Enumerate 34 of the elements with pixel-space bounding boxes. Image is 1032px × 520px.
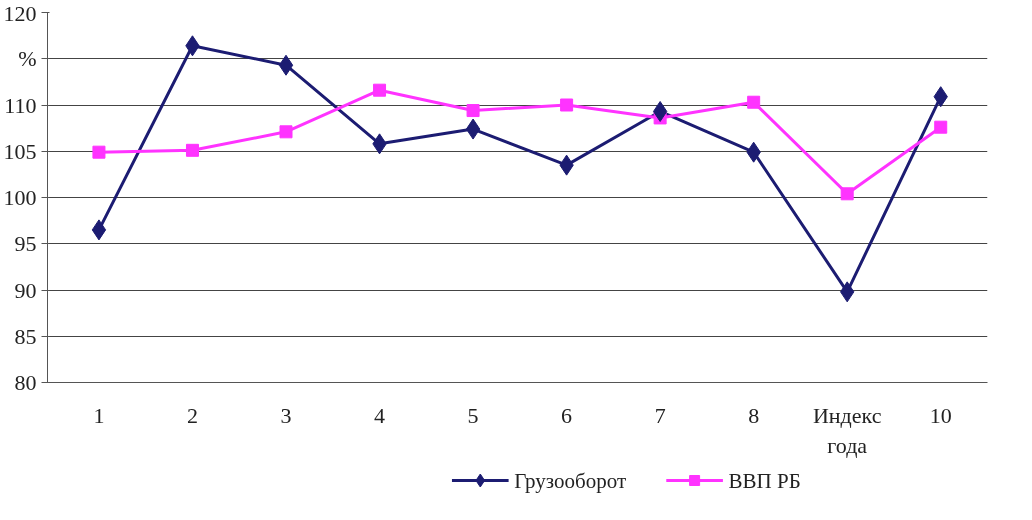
x-tick-label: 4 [374,402,386,428]
point [91,219,107,241]
point [747,95,761,109]
x-tick-label: 5 [467,402,479,428]
y-tick-label: 105 [3,138,37,164]
y-tick-label: 90 [14,277,37,303]
legend-label: Грузооборот [514,468,627,493]
x-tick-label: 7 [654,402,666,428]
y-tick-label: 120 [3,0,37,26]
x-tick-label: 1 [93,402,105,428]
y-tick-label: 95 [14,231,37,257]
y-axis-title: % [18,46,37,72]
point [278,54,294,76]
point [652,100,668,122]
x-tick-label: 10 [929,402,952,428]
legend-label: ВВП РБ [728,468,801,493]
point [373,83,387,97]
x-tick-label: 3 [280,402,292,428]
point [560,98,574,112]
point [185,143,199,157]
x-tick-label: 6 [561,402,573,428]
y-tick-label: 110 [4,92,37,118]
point [840,187,854,201]
point [934,120,948,134]
point [279,125,293,139]
x-axis-title: Индекс года [812,402,882,458]
point [92,145,106,159]
y-tick-label: 100 [3,185,37,210]
x-tick-label: 2 [186,402,198,428]
point [465,118,481,140]
y-tick-label: 85 [14,323,37,349]
x-tick-label: 8 [748,402,760,428]
y-tick-label: 80 [14,370,37,395]
point [466,104,480,118]
